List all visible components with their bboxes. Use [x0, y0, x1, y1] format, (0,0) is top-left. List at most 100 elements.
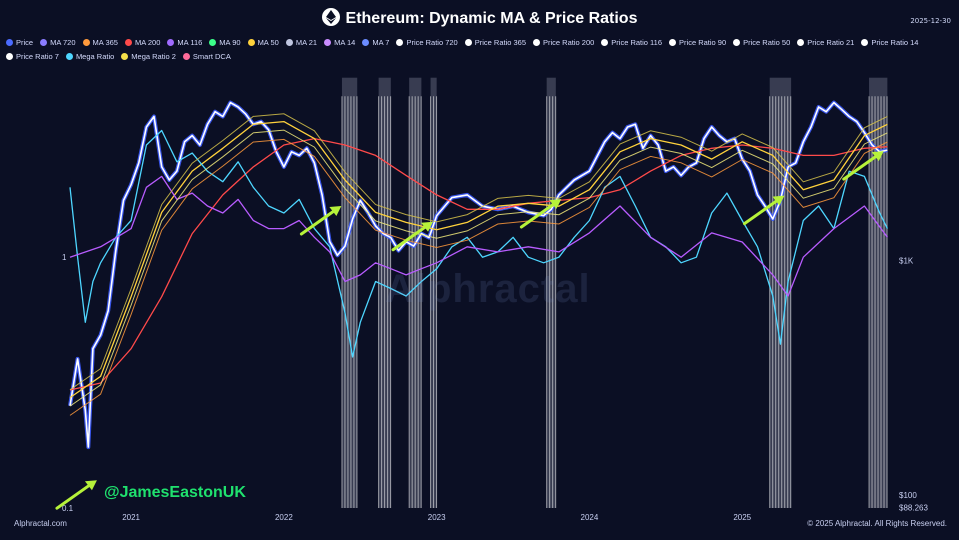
legend-swatch	[285, 39, 293, 46]
legend-swatch	[362, 39, 370, 46]
legend-swatch	[324, 39, 332, 46]
legend-label: MA 116	[177, 38, 203, 47]
legend-label: MA 14	[334, 38, 356, 47]
arrow-shaft	[519, 201, 557, 229]
legend-item[interactable]: Mega Ratio 2	[121, 50, 176, 63]
arrow-head	[329, 206, 342, 217]
chart-title: Ethereum: Dynamic MA & Price Ratios	[0, 8, 959, 28]
legend-item[interactable]: Price Ratio 50	[733, 36, 790, 49]
arrow-shaft	[299, 208, 337, 236]
legend-swatch	[6, 53, 13, 60]
legend-swatch	[209, 39, 217, 46]
legend-swatch	[733, 39, 741, 46]
legend-label: MA 50	[257, 38, 279, 47]
legend-item[interactable]: Price Ratio 720	[396, 36, 458, 49]
legend-swatch	[669, 39, 677, 46]
buy-zone	[546, 77, 556, 509]
legend-item[interactable]: Price Ratio 7	[6, 50, 59, 63]
legend: Price MA 720 MA 365 MA 200 MA 116 MA 90 MA 50 M…	[6, 36, 956, 64]
legend-label: Price Ratio 90	[679, 38, 727, 47]
legend-item[interactable]: MA 116	[167, 36, 202, 49]
legend-item[interactable]: MA 365	[82, 36, 118, 49]
arrow-shaft	[55, 482, 93, 510]
legend-swatch	[40, 39, 48, 46]
legend-swatch	[247, 39, 255, 46]
legend-swatch	[396, 39, 404, 46]
legend-label: Price Ratio 365	[474, 38, 527, 47]
legend-swatch	[182, 53, 190, 60]
legend-item[interactable]: MA 14	[324, 36, 355, 49]
x-tick-label: 2022	[275, 513, 293, 522]
buy-zone	[341, 77, 358, 509]
watermark: Alphractal	[385, 267, 591, 311]
x-tick-label: 2025	[733, 513, 751, 522]
arrow-head	[421, 221, 434, 232]
legend-label: MA 720	[50, 38, 76, 47]
right-tick-label: $88.263	[899, 504, 928, 513]
legend-label: MA 200	[134, 38, 161, 47]
legend-item[interactable]: MA 720	[40, 36, 76, 49]
legend-label: MA 365	[92, 38, 118, 47]
series-mega-ratio-2	[69, 175, 888, 297]
axis-ticks: 2021 2022 2023 2024 2025 1 0.1 $1K $100 $88.263	[62, 253, 928, 522]
legend-item[interactable]: Price Ratio 200	[533, 36, 594, 49]
series-ma-band	[69, 138, 888, 416]
legend-label: MA 21	[295, 38, 318, 47]
series-ma-200	[69, 137, 888, 391]
annotation-arrows	[55, 151, 884, 510]
legend-label: Price Ratio 7	[16, 52, 59, 61]
legend-swatch	[601, 39, 609, 46]
legend-swatch	[167, 39, 175, 46]
arrow-shaft	[842, 153, 880, 181]
legend-item[interactable]: MA 21	[285, 36, 318, 49]
legend-item[interactable]: MA 7	[362, 36, 389, 49]
arrow-head	[871, 151, 884, 162]
chart-date: 2025-12-30	[910, 17, 951, 25]
legend-label: Price Ratio 14	[871, 38, 919, 47]
legend-swatch	[797, 39, 805, 46]
legend-label: Price Ratio 21	[807, 38, 855, 47]
legend-swatch	[65, 53, 73, 60]
legend-item[interactable]: Smart DCA	[182, 50, 231, 63]
legend-item[interactable]: Price Ratio 14	[861, 36, 918, 49]
legend-item[interactable]: Price Ratio 90	[669, 36, 726, 49]
footer-site: Alphractal.com	[14, 519, 67, 528]
legend-label: Mega Ratio	[75, 52, 115, 61]
legend-label: Price Ratio 720	[406, 38, 458, 47]
series-lines	[68, 100, 888, 450]
x-tick-label: 2021	[122, 513, 140, 522]
legend-item[interactable]: Price Ratio 116	[601, 36, 662, 49]
ethereum-icon	[321, 8, 340, 26]
legend-label: Price Ratio 50	[743, 38, 791, 47]
legend-swatch	[124, 39, 132, 46]
legend-label: MA 90	[219, 38, 241, 47]
x-tick-label: 2023	[428, 513, 446, 522]
arrow-head	[549, 198, 562, 209]
legend-item[interactable]: Price Ratio 21	[797, 36, 854, 49]
series-price	[69, 101, 888, 448]
legend-item[interactable]: MA 50	[247, 36, 279, 49]
legend-item[interactable]: Price Ratio 365	[464, 36, 527, 49]
legend-swatch	[121, 53, 129, 60]
legend-item[interactable]: Mega Ratio	[65, 50, 115, 63]
right-tick-label: $100	[899, 491, 917, 500]
legend-item[interactable]: Price	[6, 36, 33, 49]
legend-swatch	[82, 39, 90, 46]
series-ma-band	[69, 129, 888, 407]
legend-item[interactable]: MA 90	[209, 36, 241, 49]
arrow-shaft	[742, 198, 780, 226]
legend-label: Smart DCA	[192, 52, 231, 61]
arrow-shaft	[391, 224, 429, 252]
series-ma-band	[69, 113, 888, 391]
left-tick-label: 1	[62, 253, 67, 262]
footer-copyright: © 2025 Alphractal. All Rights Reserved.	[807, 519, 947, 528]
legend-item[interactable]: MA 200	[124, 36, 161, 49]
author-handle: @JamesEastonUK	[104, 484, 246, 501]
legend-swatch	[6, 39, 13, 46]
series-ma-50	[69, 120, 888, 399]
chart-title-text: Ethereum: Dynamic MA & Price Ratios	[345, 10, 638, 27]
series-mega-ratio	[69, 129, 888, 358]
legend-label: Price	[16, 38, 34, 47]
legend-swatch	[533, 39, 541, 46]
